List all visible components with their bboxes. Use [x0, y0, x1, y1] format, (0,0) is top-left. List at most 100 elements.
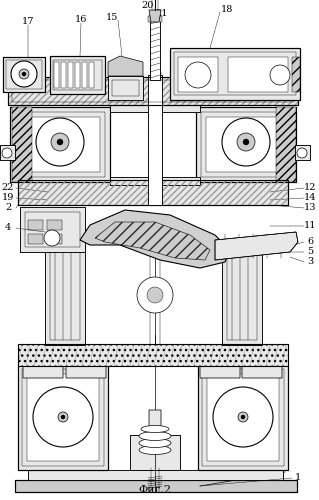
- Circle shape: [222, 118, 270, 166]
- Text: 15: 15: [106, 14, 118, 22]
- Text: 18: 18: [221, 6, 233, 15]
- Bar: [18, 180, 288, 205]
- Bar: [150, 20, 160, 80]
- Text: 16: 16: [75, 16, 87, 24]
- Bar: [23, 366, 63, 378]
- Bar: [15, 480, 297, 492]
- Bar: [149, 410, 161, 428]
- Text: 17: 17: [22, 18, 34, 26]
- Circle shape: [243, 139, 249, 145]
- Text: 21: 21: [156, 10, 168, 18]
- Text: 11: 11: [304, 222, 316, 230]
- Circle shape: [270, 65, 290, 85]
- Bar: [10, 107, 110, 182]
- Circle shape: [61, 415, 65, 419]
- Bar: [8, 77, 298, 105]
- Bar: [66, 366, 106, 378]
- Bar: [207, 374, 279, 461]
- Bar: [25, 212, 80, 247]
- Bar: [45, 245, 85, 345]
- Circle shape: [22, 72, 26, 76]
- Bar: [23, 366, 63, 378]
- Polygon shape: [215, 232, 298, 260]
- Bar: [27, 374, 99, 461]
- Text: 1: 1: [295, 474, 301, 482]
- Bar: [200, 366, 240, 378]
- Bar: [28, 220, 43, 230]
- Bar: [110, 177, 200, 185]
- Bar: [15, 112, 105, 177]
- Polygon shape: [95, 222, 210, 260]
- Bar: [178, 57, 218, 92]
- Circle shape: [237, 133, 255, 151]
- Text: 20: 20: [142, 2, 154, 11]
- Bar: [202, 369, 284, 466]
- Text: 14: 14: [304, 194, 316, 202]
- Bar: [18, 180, 288, 205]
- Bar: [170, 48, 300, 100]
- Bar: [170, 48, 300, 100]
- Text: 19: 19: [2, 194, 14, 202]
- Circle shape: [297, 148, 307, 158]
- Bar: [68, 62, 73, 88]
- Bar: [242, 366, 282, 378]
- Ellipse shape: [139, 432, 171, 440]
- Circle shape: [238, 412, 248, 422]
- Bar: [196, 107, 296, 182]
- Bar: [130, 435, 180, 470]
- Bar: [110, 104, 200, 112]
- Bar: [201, 112, 291, 177]
- Bar: [196, 107, 296, 182]
- Bar: [198, 365, 288, 470]
- Bar: [28, 470, 283, 480]
- Circle shape: [44, 230, 60, 246]
- Circle shape: [150, 10, 160, 20]
- Bar: [89, 62, 94, 88]
- Bar: [53, 60, 102, 90]
- Bar: [149, 410, 161, 428]
- Bar: [0, 145, 15, 160]
- Bar: [54, 62, 59, 88]
- Bar: [82, 62, 87, 88]
- Bar: [295, 145, 310, 160]
- Bar: [158, 16, 162, 22]
- Bar: [18, 344, 288, 366]
- Bar: [50, 56, 105, 94]
- Bar: [18, 344, 288, 366]
- Text: 13: 13: [304, 204, 316, 212]
- Bar: [66, 366, 106, 378]
- Circle shape: [33, 387, 93, 447]
- Bar: [198, 365, 288, 470]
- Bar: [228, 57, 288, 92]
- Bar: [0, 145, 15, 160]
- Bar: [12, 107, 32, 182]
- Bar: [227, 250, 257, 340]
- Bar: [15, 480, 297, 492]
- Bar: [148, 75, 162, 205]
- Polygon shape: [108, 56, 143, 76]
- Circle shape: [11, 61, 37, 87]
- Bar: [45, 245, 85, 345]
- Bar: [130, 435, 180, 470]
- Circle shape: [213, 387, 273, 447]
- Circle shape: [241, 415, 245, 419]
- Circle shape: [36, 118, 84, 166]
- Bar: [8, 77, 298, 105]
- Bar: [206, 117, 286, 172]
- Bar: [200, 366, 240, 378]
- Bar: [292, 57, 300, 92]
- Bar: [276, 107, 296, 182]
- Circle shape: [2, 148, 12, 158]
- Bar: [75, 62, 80, 88]
- Bar: [110, 104, 200, 112]
- Bar: [18, 365, 108, 470]
- Text: 4: 4: [5, 224, 11, 232]
- Circle shape: [137, 277, 173, 313]
- Ellipse shape: [141, 426, 169, 432]
- Text: Фиг.2: Фиг.2: [138, 485, 172, 495]
- Bar: [174, 52, 296, 95]
- Circle shape: [185, 62, 211, 88]
- Bar: [3, 57, 45, 92]
- Bar: [148, 16, 152, 22]
- Bar: [3, 57, 45, 92]
